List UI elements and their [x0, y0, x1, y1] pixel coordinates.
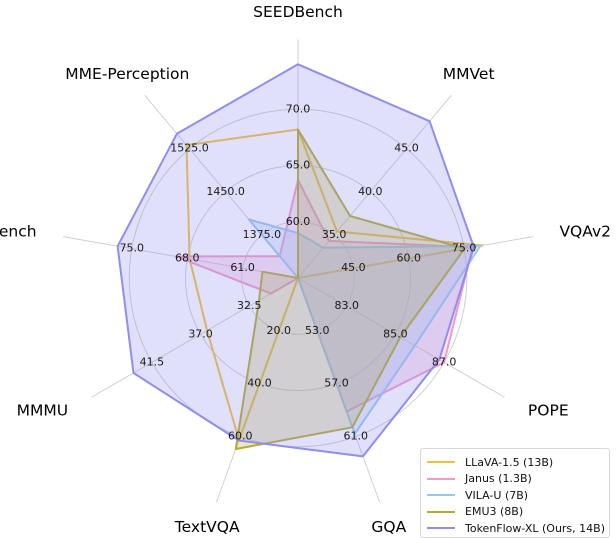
tick-label: 45.0	[341, 261, 366, 274]
tick-label: 32.5	[237, 299, 262, 312]
legend-label: Janus (1.3B)	[465, 472, 532, 486]
tick-label: 41.5	[140, 355, 165, 368]
axis-label-gqa: GQA	[371, 518, 406, 536]
tick-label: 45.0	[394, 142, 419, 155]
legend-label: TokenFlow-XL (Ours, 14B)	[465, 521, 605, 535]
tick-label: 61.0	[343, 430, 368, 443]
legend-item-4: EMU3 (8B)	[427, 504, 603, 521]
tick-label: 68.0	[175, 251, 200, 264]
axis-labels: SEEDBench MMVet VQAv2 POPE GQA TextVQA MMMU MMB…	[0, 3, 611, 536]
tick-label: 65.0	[286, 159, 311, 172]
tick-label: 57.0	[324, 377, 349, 390]
tick-labels: 60.0 65.0 70.0 35.0 40.0 45.0 45.0 60.0 75.0 83.0…	[120, 102, 477, 442]
tick-label: 87.0	[432, 355, 457, 368]
legend-swatch	[427, 461, 455, 464]
tick-label: 20.0	[267, 324, 292, 337]
axis-label-mmvet: MMVet	[443, 65, 495, 83]
legend-item-2: Janus (1.3B)	[427, 471, 603, 488]
tick-label: 1450.0	[206, 185, 245, 198]
legend-label: EMU3 (8B)	[465, 505, 524, 519]
legend-swatch	[427, 527, 455, 530]
tick-label: 60.0	[286, 215, 311, 228]
tick-label: 53.0	[305, 324, 330, 337]
tick-label: 37.0	[188, 327, 213, 340]
legend-swatch	[427, 510, 455, 513]
tick-label: 61.0	[230, 261, 255, 274]
tick-label: 1375.0	[243, 228, 282, 241]
tick-label: 35.0	[322, 228, 347, 241]
legend-swatch	[427, 477, 455, 480]
spoke-4	[297, 277, 505, 398]
legend: LLaVA-1.5 (13B) Janus (1.3B) VILA-U (7B) EM…	[420, 448, 610, 538]
axis-label-vqav2: VQAv2	[559, 222, 611, 240]
tick-label: 40.0	[358, 185, 383, 198]
series-polygon-3	[247, 218, 482, 435]
tick-label: 83.0	[334, 299, 359, 312]
axis-label-mmmu: MMMU	[17, 401, 68, 419]
legend-label: LLaVA-1.5 (13B)	[465, 455, 554, 469]
tick-label: 60.0	[228, 430, 253, 443]
legend-item-1: LLaVA-1.5 (13B)	[427, 454, 603, 471]
tick-label: 40.0	[247, 377, 272, 390]
series-layer	[116, 63, 484, 458]
tick-label: 85.0	[383, 327, 408, 340]
axis-label-seedbench: SEEDBench	[253, 3, 343, 21]
axis-label-pope: POPE	[528, 401, 569, 419]
spoke-7	[91, 277, 299, 398]
tick-label: 75.0	[120, 242, 145, 255]
axis-label-mme-perception: MME-Perception	[65, 65, 189, 83]
axis-label-textvqa: TextVQA	[174, 518, 240, 536]
legend-item-3: VILA-U (7B)	[427, 487, 603, 504]
axis-label-mmbench: MMBench	[0, 222, 37, 240]
tick-label: 60.0	[397, 251, 422, 264]
tick-label: 1525.0	[170, 142, 209, 155]
tick-label: 70.0	[286, 102, 311, 115]
legend-label: VILA-U (7B)	[465, 488, 529, 502]
legend-item-5: TokenFlow-XL (Ours, 14B)	[427, 520, 605, 537]
series-polygon-5	[116, 63, 475, 458]
tick-label: 75.0	[452, 242, 477, 255]
legend-swatch	[427, 494, 455, 497]
series-polygon-4	[234, 128, 466, 450]
